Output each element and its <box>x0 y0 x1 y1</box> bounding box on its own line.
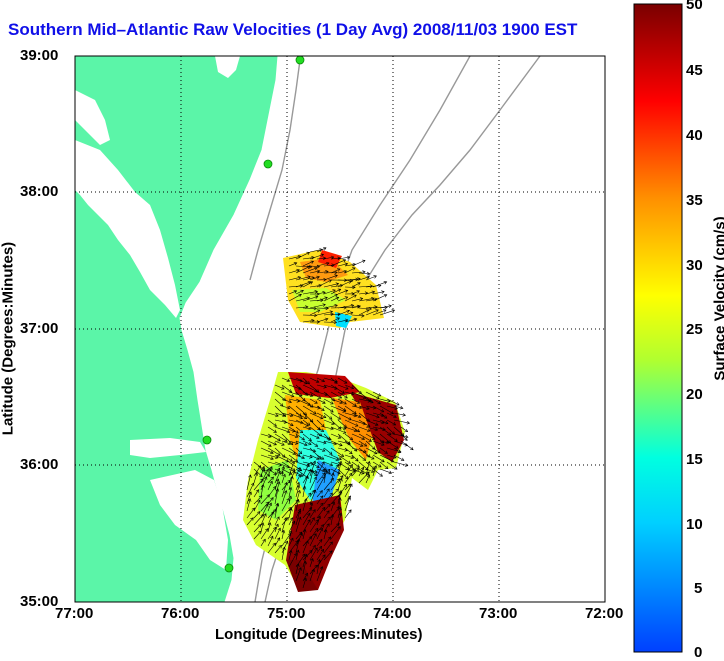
y-tick-label: 39:00 <box>20 47 58 64</box>
station-marker <box>296 56 304 64</box>
colorbar-tick-label: 5 <box>694 580 702 597</box>
colorbar-label: Surface Velocity (cm/s) <box>712 189 724 409</box>
colorbar-tick-label: 20 <box>686 386 703 403</box>
y-axis-label: Latitude (Degrees:Minutes) <box>0 229 17 449</box>
y-tick-label: 35:00 <box>20 593 58 610</box>
x-tick-label: 75:00 <box>267 605 305 622</box>
station-marker <box>264 160 272 168</box>
colorbar <box>634 4 682 652</box>
x-tick-label: 73:00 <box>479 605 517 622</box>
colorbar-tick-label: 45 <box>686 62 703 79</box>
colorbar-tick-label: 15 <box>686 451 703 468</box>
x-tick-label: 72:00 <box>585 605 623 622</box>
station-marker <box>203 436 211 444</box>
station-marker <box>225 564 233 572</box>
colorbar-tick-label: 0 <box>694 644 702 661</box>
colorbar-tick-label: 10 <box>686 516 703 533</box>
y-tick-label: 38:00 <box>20 183 58 200</box>
colorbar-tick-label: 30 <box>686 257 703 274</box>
x-tick-label: 74:00 <box>373 605 411 622</box>
x-tick-label: 76:00 <box>161 605 199 622</box>
y-tick-label: 36:00 <box>20 456 58 473</box>
x-tick-label: 77:00 <box>55 605 93 622</box>
x-axis-label: Longitude (Degrees:Minutes) <box>215 626 423 643</box>
colorbar-tick-label: 35 <box>686 192 703 209</box>
colorbar-tick-label: 25 <box>686 321 703 338</box>
colorbar-tick-label: 40 <box>686 127 703 144</box>
y-tick-label: 37:00 <box>20 320 58 337</box>
colorbar-tick-label: 50 <box>686 0 703 13</box>
